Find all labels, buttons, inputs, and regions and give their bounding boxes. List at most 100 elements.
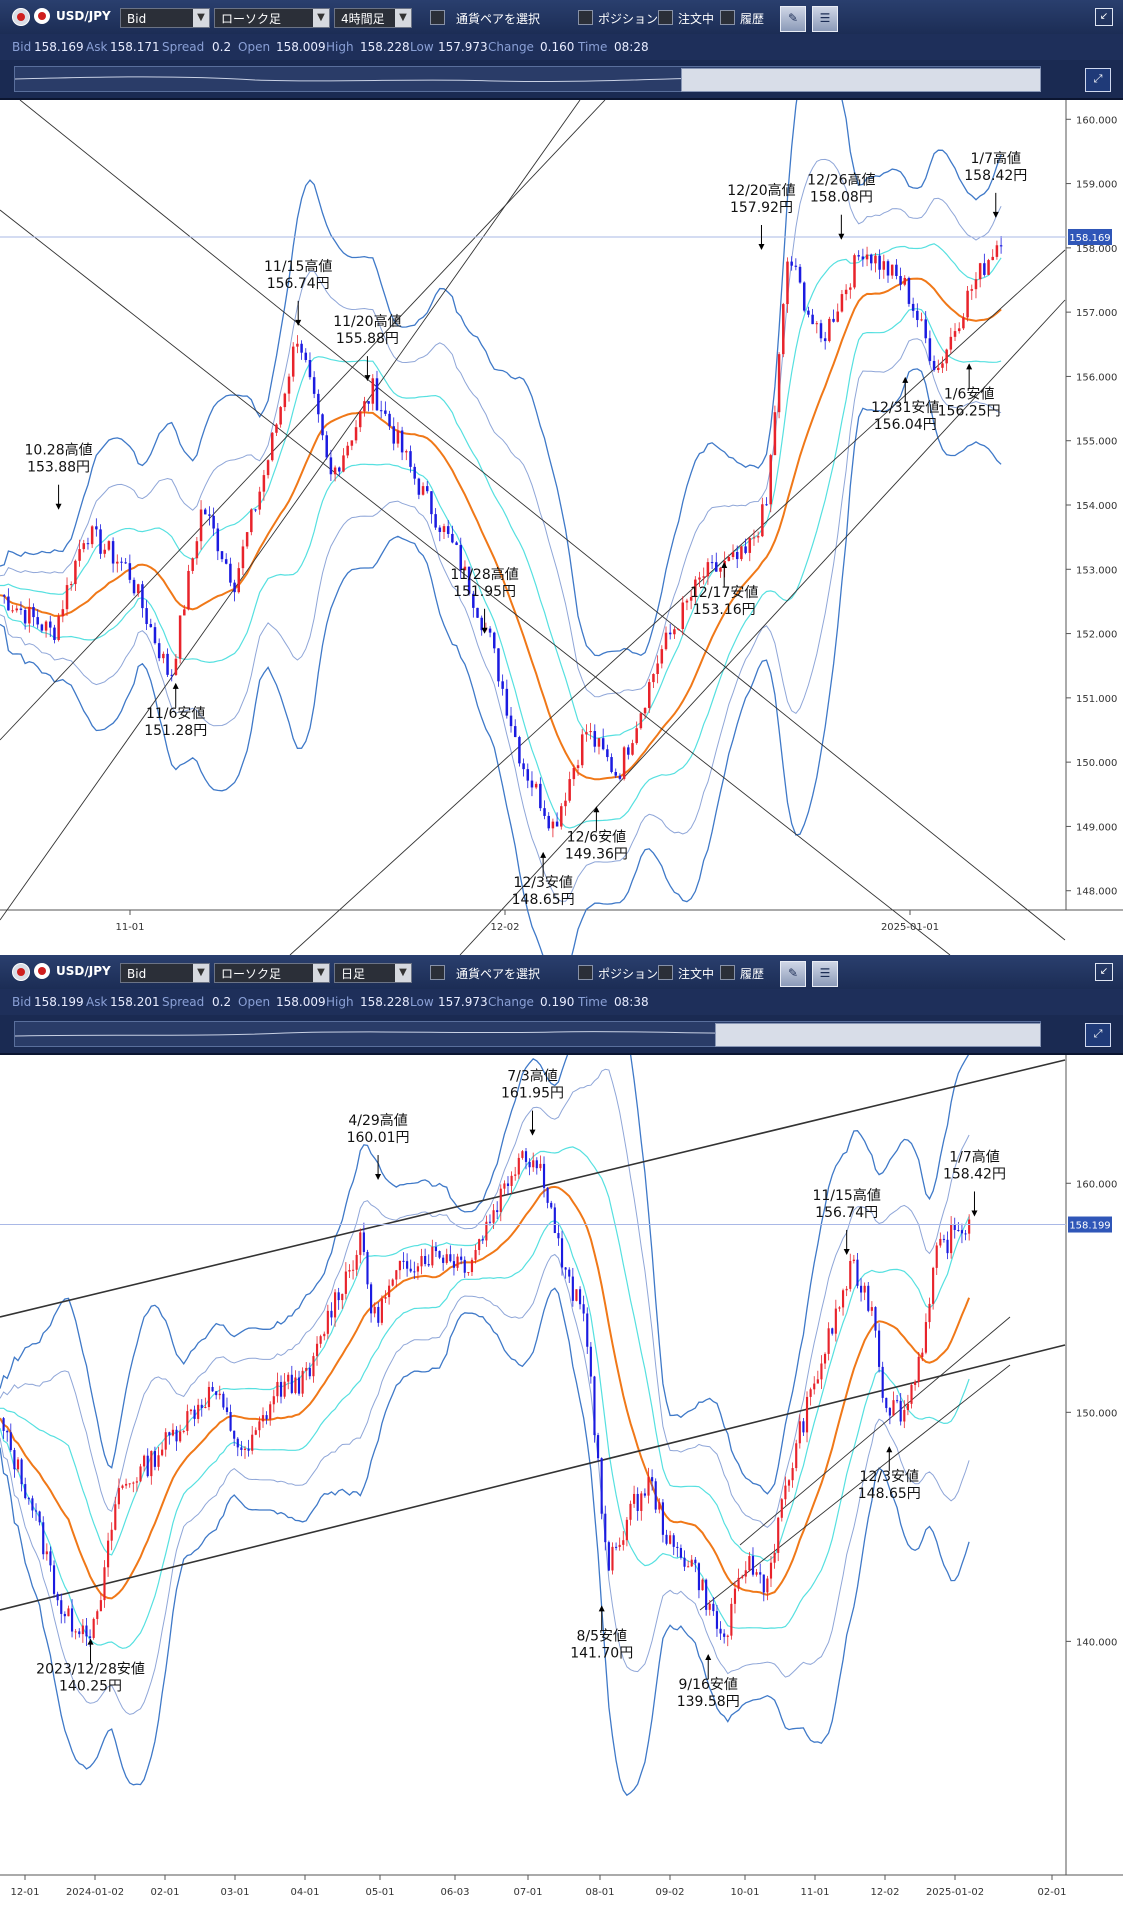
candle-body	[968, 1219, 971, 1234]
candle-body	[370, 1284, 373, 1314]
current-price-label: 158.199	[1069, 1221, 1110, 1232]
annotation-arrowhead	[593, 806, 600, 813]
position-checkbox[interactable]	[578, 965, 593, 980]
current-price-marker	[1068, 1216, 1112, 1233]
candle-body	[643, 1493, 646, 1496]
candle-body	[949, 336, 953, 350]
candle-body	[57, 616, 60, 640]
candle-body	[859, 1285, 863, 1293]
candle-body	[769, 1562, 773, 1579]
pair-select-checkbox[interactable]	[430, 965, 445, 980]
candle-body	[766, 1578, 769, 1593]
annotation-arrowhead	[87, 1638, 94, 1645]
candle-body	[366, 1251, 369, 1285]
x-tick-label: 04-01	[290, 1887, 319, 1898]
collapse-icon[interactable]: ↙	[1095, 963, 1113, 981]
candle-body	[589, 731, 592, 733]
bid-value: 158.199	[34, 995, 84, 1009]
timeframe-select[interactable]: 4時間足 ▼	[334, 8, 412, 28]
candle-body	[326, 1310, 329, 1334]
x-tick-label: 03-01	[220, 1887, 249, 1898]
x-tick-label: 02-01	[150, 1887, 179, 1898]
candle-body	[560, 806, 563, 827]
high-label: High	[326, 40, 354, 54]
expand-icon[interactable]: ⤢	[1085, 1023, 1111, 1047]
candle-body	[633, 1493, 636, 1504]
candle-body	[652, 674, 655, 683]
candle-body	[53, 627, 56, 640]
x-tick-label: 12-02	[490, 922, 519, 933]
candle-body	[240, 1447, 243, 1450]
price-type-select[interactable]: Bid ▼	[120, 8, 210, 28]
annotation-value: 149.36円	[565, 846, 628, 862]
candle-body	[865, 254, 869, 260]
pair-select-checkbox[interactable]	[430, 10, 445, 25]
candle-body	[434, 1246, 438, 1252]
annotation-value: 151.95円	[453, 584, 516, 600]
candle-body	[572, 767, 576, 780]
candle-body	[467, 1272, 470, 1274]
candle-body	[582, 1304, 585, 1314]
x-tick-label: 2025-01-01	[881, 922, 939, 933]
y-tick-label: 140.000	[1076, 1637, 1117, 1648]
candle-body	[125, 1483, 128, 1486]
candle-body	[656, 663, 659, 675]
candle-body	[34, 1510, 38, 1512]
candle-body	[705, 1579, 708, 1610]
position-checkbox[interactable]	[578, 10, 593, 25]
navigator-window[interactable]	[681, 68, 1041, 92]
x-tick-label: 12-01	[10, 1887, 39, 1898]
candle-body	[28, 607, 31, 624]
candle-body	[730, 1603, 733, 1636]
annotation-arrowhead	[598, 1605, 605, 1612]
bid-label: Bid	[12, 995, 32, 1009]
candle-body	[45, 1551, 48, 1555]
candle-body	[834, 1308, 837, 1334]
candle-body	[960, 1230, 964, 1234]
chart-type-select[interactable]: ローソク足 ▼	[214, 8, 330, 28]
candle-body	[442, 1257, 445, 1263]
expand-icon[interactable]: ⤢	[1085, 68, 1111, 92]
candle-body	[874, 1307, 877, 1331]
settings-list-icon[interactable]: ☰	[812, 6, 838, 32]
draw-tool-icon[interactable]: ✎	[780, 961, 806, 987]
x-tick-label: 12-02	[870, 1887, 899, 1898]
orders-checkbox[interactable]	[658, 965, 673, 980]
candle-body	[809, 1389, 812, 1397]
orders-checkbox[interactable]	[658, 10, 673, 25]
candle-body	[38, 1511, 41, 1523]
history-checkbox[interactable]	[720, 10, 735, 25]
candle-body	[254, 1430, 257, 1435]
candle-body	[474, 1249, 477, 1260]
annotation-label: 11/15高値	[812, 1187, 880, 1204]
candle-body	[157, 643, 161, 659]
candle-body	[953, 1224, 956, 1230]
candle-body	[315, 1343, 319, 1357]
price-type-select[interactable]: Bid ▼	[120, 963, 210, 983]
candle-body	[964, 1233, 967, 1235]
candle-body	[338, 467, 341, 472]
navigator-window[interactable]	[715, 1023, 1041, 1047]
chart-panel-4h: USD/JPY Bid ▼ ローソク足 ▼ 4時間足 ▼ 通貨ペアを選択 ポジション …	[0, 0, 1123, 955]
history-checkbox[interactable]	[720, 965, 735, 980]
candle-body	[121, 1485, 124, 1488]
collapse-icon[interactable]: ↙	[1095, 8, 1113, 26]
candle-body	[476, 607, 479, 618]
settings-list-icon[interactable]: ☰	[812, 961, 838, 987]
chart-toolbar: USD/JPY Bid ▼ ローソク足 ▼ 日足 ▼ 通貨ペアを選択 ポジション 注文…	[0, 955, 1123, 990]
candle-body	[614, 771, 617, 776]
candle-body	[832, 318, 835, 322]
annotation-arrowhead	[172, 682, 179, 689]
candle-body	[823, 1353, 827, 1364]
navigator-scroll[interactable]	[14, 66, 1041, 92]
draw-tool-icon[interactable]: ✎	[780, 6, 806, 32]
annotation-label: 12/20高値	[727, 182, 795, 199]
chart-type-select[interactable]: ローソク足 ▼	[214, 963, 330, 983]
candle-body	[141, 584, 144, 609]
timeframe-select[interactable]: 日足 ▼	[334, 963, 412, 983]
candle-body	[301, 1370, 304, 1394]
navigator-scroll[interactable]	[14, 1021, 1041, 1047]
bollinger-1sigma-line	[0, 1220, 970, 1649]
current-price-marker	[1068, 228, 1112, 245]
annotation-value: 158.42円	[964, 168, 1027, 184]
